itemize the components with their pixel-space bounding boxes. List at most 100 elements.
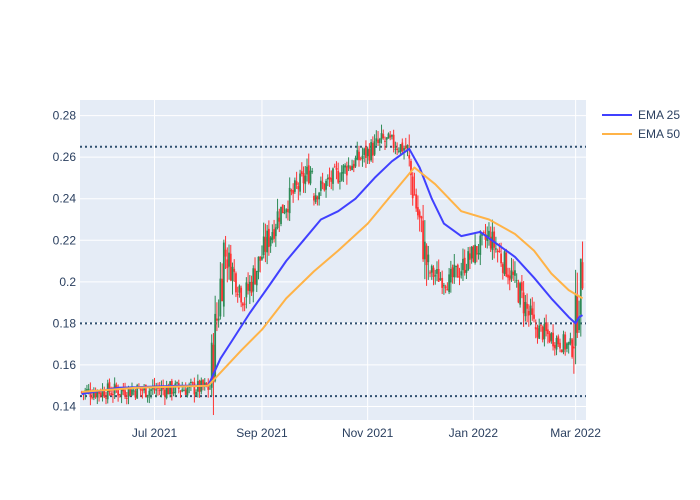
candle-down bbox=[352, 160, 355, 173]
legend-item[interactable]: EMA 50 bbox=[602, 127, 680, 141]
y-axis-ticks: 0.14 0.16 0.18 0.2 0.22 0.24 0.26 0.28 bbox=[53, 109, 77, 414]
candle-body bbox=[157, 387, 159, 389]
candle-down bbox=[224, 235, 227, 270]
candle-body bbox=[550, 333, 553, 341]
candle-body bbox=[522, 292, 525, 314]
candle-body bbox=[560, 349, 563, 353]
candle-up bbox=[266, 224, 269, 265]
candle-up bbox=[460, 262, 463, 279]
candle-down bbox=[243, 297, 246, 312]
candle-down bbox=[240, 285, 243, 308]
legend-label: EMA 25 bbox=[638, 108, 680, 122]
candle-up bbox=[479, 230, 482, 266]
candle-body bbox=[330, 177, 333, 182]
candle-up bbox=[449, 260, 452, 293]
candle-body bbox=[184, 389, 187, 395]
ema-line-ema-25 bbox=[81, 147, 584, 395]
candle-body bbox=[318, 192, 321, 200]
candle-up bbox=[574, 269, 577, 365]
candle-up bbox=[529, 298, 532, 326]
candle-down bbox=[290, 188, 293, 196]
candle-body bbox=[278, 217, 281, 222]
candle-body bbox=[581, 262, 584, 289]
candle-body bbox=[384, 140, 386, 142]
candle-body bbox=[397, 150, 400, 152]
legend-item[interactable]: EMA 25 bbox=[602, 108, 680, 122]
candle-up bbox=[566, 342, 568, 353]
y-tick-label: 0.22 bbox=[53, 233, 77, 247]
candle-up bbox=[562, 330, 565, 355]
candle-body bbox=[517, 282, 520, 303]
y-tick-label: 0.16 bbox=[53, 358, 77, 372]
candle-up bbox=[304, 165, 307, 194]
candle-body bbox=[519, 283, 522, 305]
candle-up bbox=[342, 164, 345, 183]
candle-body bbox=[564, 334, 567, 350]
candle-body bbox=[129, 389, 132, 396]
candle-up bbox=[165, 380, 168, 400]
candle-up bbox=[274, 223, 277, 247]
candle-down bbox=[508, 267, 511, 291]
candle-body bbox=[413, 194, 416, 196]
candle-body bbox=[158, 390, 161, 392]
candle-body bbox=[120, 389, 123, 395]
candle-down bbox=[300, 162, 303, 177]
candle-body bbox=[410, 161, 412, 176]
candle-down bbox=[321, 172, 324, 190]
candle-up bbox=[340, 165, 343, 182]
candle-body bbox=[304, 175, 307, 185]
candle-body bbox=[536, 328, 539, 338]
candle-body bbox=[451, 267, 454, 278]
candle-body bbox=[401, 142, 404, 152]
candle-down bbox=[295, 171, 298, 189]
candle-body bbox=[501, 264, 504, 273]
candle-body bbox=[553, 345, 556, 349]
candle-up bbox=[195, 389, 198, 397]
candle-down bbox=[267, 220, 270, 256]
candle-body bbox=[264, 237, 267, 252]
candle-up bbox=[148, 386, 151, 404]
candle-down bbox=[548, 330, 551, 344]
candle-body bbox=[164, 389, 166, 397]
candle-body bbox=[345, 166, 348, 176]
candle-body bbox=[186, 387, 189, 396]
legend[interactable]: EMA 25 EMA 50 bbox=[602, 108, 680, 141]
candle-up bbox=[370, 139, 373, 162]
y-tick-label: 0.2 bbox=[59, 275, 76, 289]
candle-body bbox=[465, 269, 468, 273]
candle-down bbox=[125, 392, 128, 405]
candle-body bbox=[540, 324, 542, 326]
candle-body bbox=[559, 342, 561, 349]
candle-body bbox=[209, 388, 211, 390]
candle-down bbox=[207, 378, 210, 398]
candle-down bbox=[557, 334, 560, 347]
candle-down bbox=[241, 301, 244, 312]
candle-body bbox=[489, 236, 492, 249]
candle-body bbox=[449, 269, 452, 283]
candle-up bbox=[455, 265, 457, 278]
candle-down bbox=[134, 388, 137, 400]
candle-body bbox=[212, 344, 215, 383]
candle-body bbox=[131, 389, 133, 395]
candle-up bbox=[453, 254, 456, 284]
candle-body bbox=[319, 180, 322, 191]
candle-down bbox=[520, 274, 523, 299]
candle-up bbox=[219, 262, 222, 320]
candle-down bbox=[531, 297, 534, 321]
candle-body bbox=[524, 301, 527, 317]
candle-body bbox=[430, 265, 433, 273]
candle-down bbox=[215, 302, 218, 332]
candle-body bbox=[165, 386, 168, 398]
candle-body bbox=[370, 142, 373, 161]
candle-body bbox=[443, 285, 445, 287]
candle-up bbox=[326, 174, 329, 187]
candle-down bbox=[330, 170, 333, 190]
candle-body bbox=[458, 276, 461, 278]
candle-body bbox=[557, 336, 560, 345]
candle-body bbox=[512, 271, 515, 275]
candle-body bbox=[112, 394, 114, 396]
candle-up bbox=[325, 178, 327, 198]
candle-down bbox=[278, 208, 281, 232]
candle-down bbox=[418, 209, 421, 232]
candle-up bbox=[430, 264, 433, 280]
